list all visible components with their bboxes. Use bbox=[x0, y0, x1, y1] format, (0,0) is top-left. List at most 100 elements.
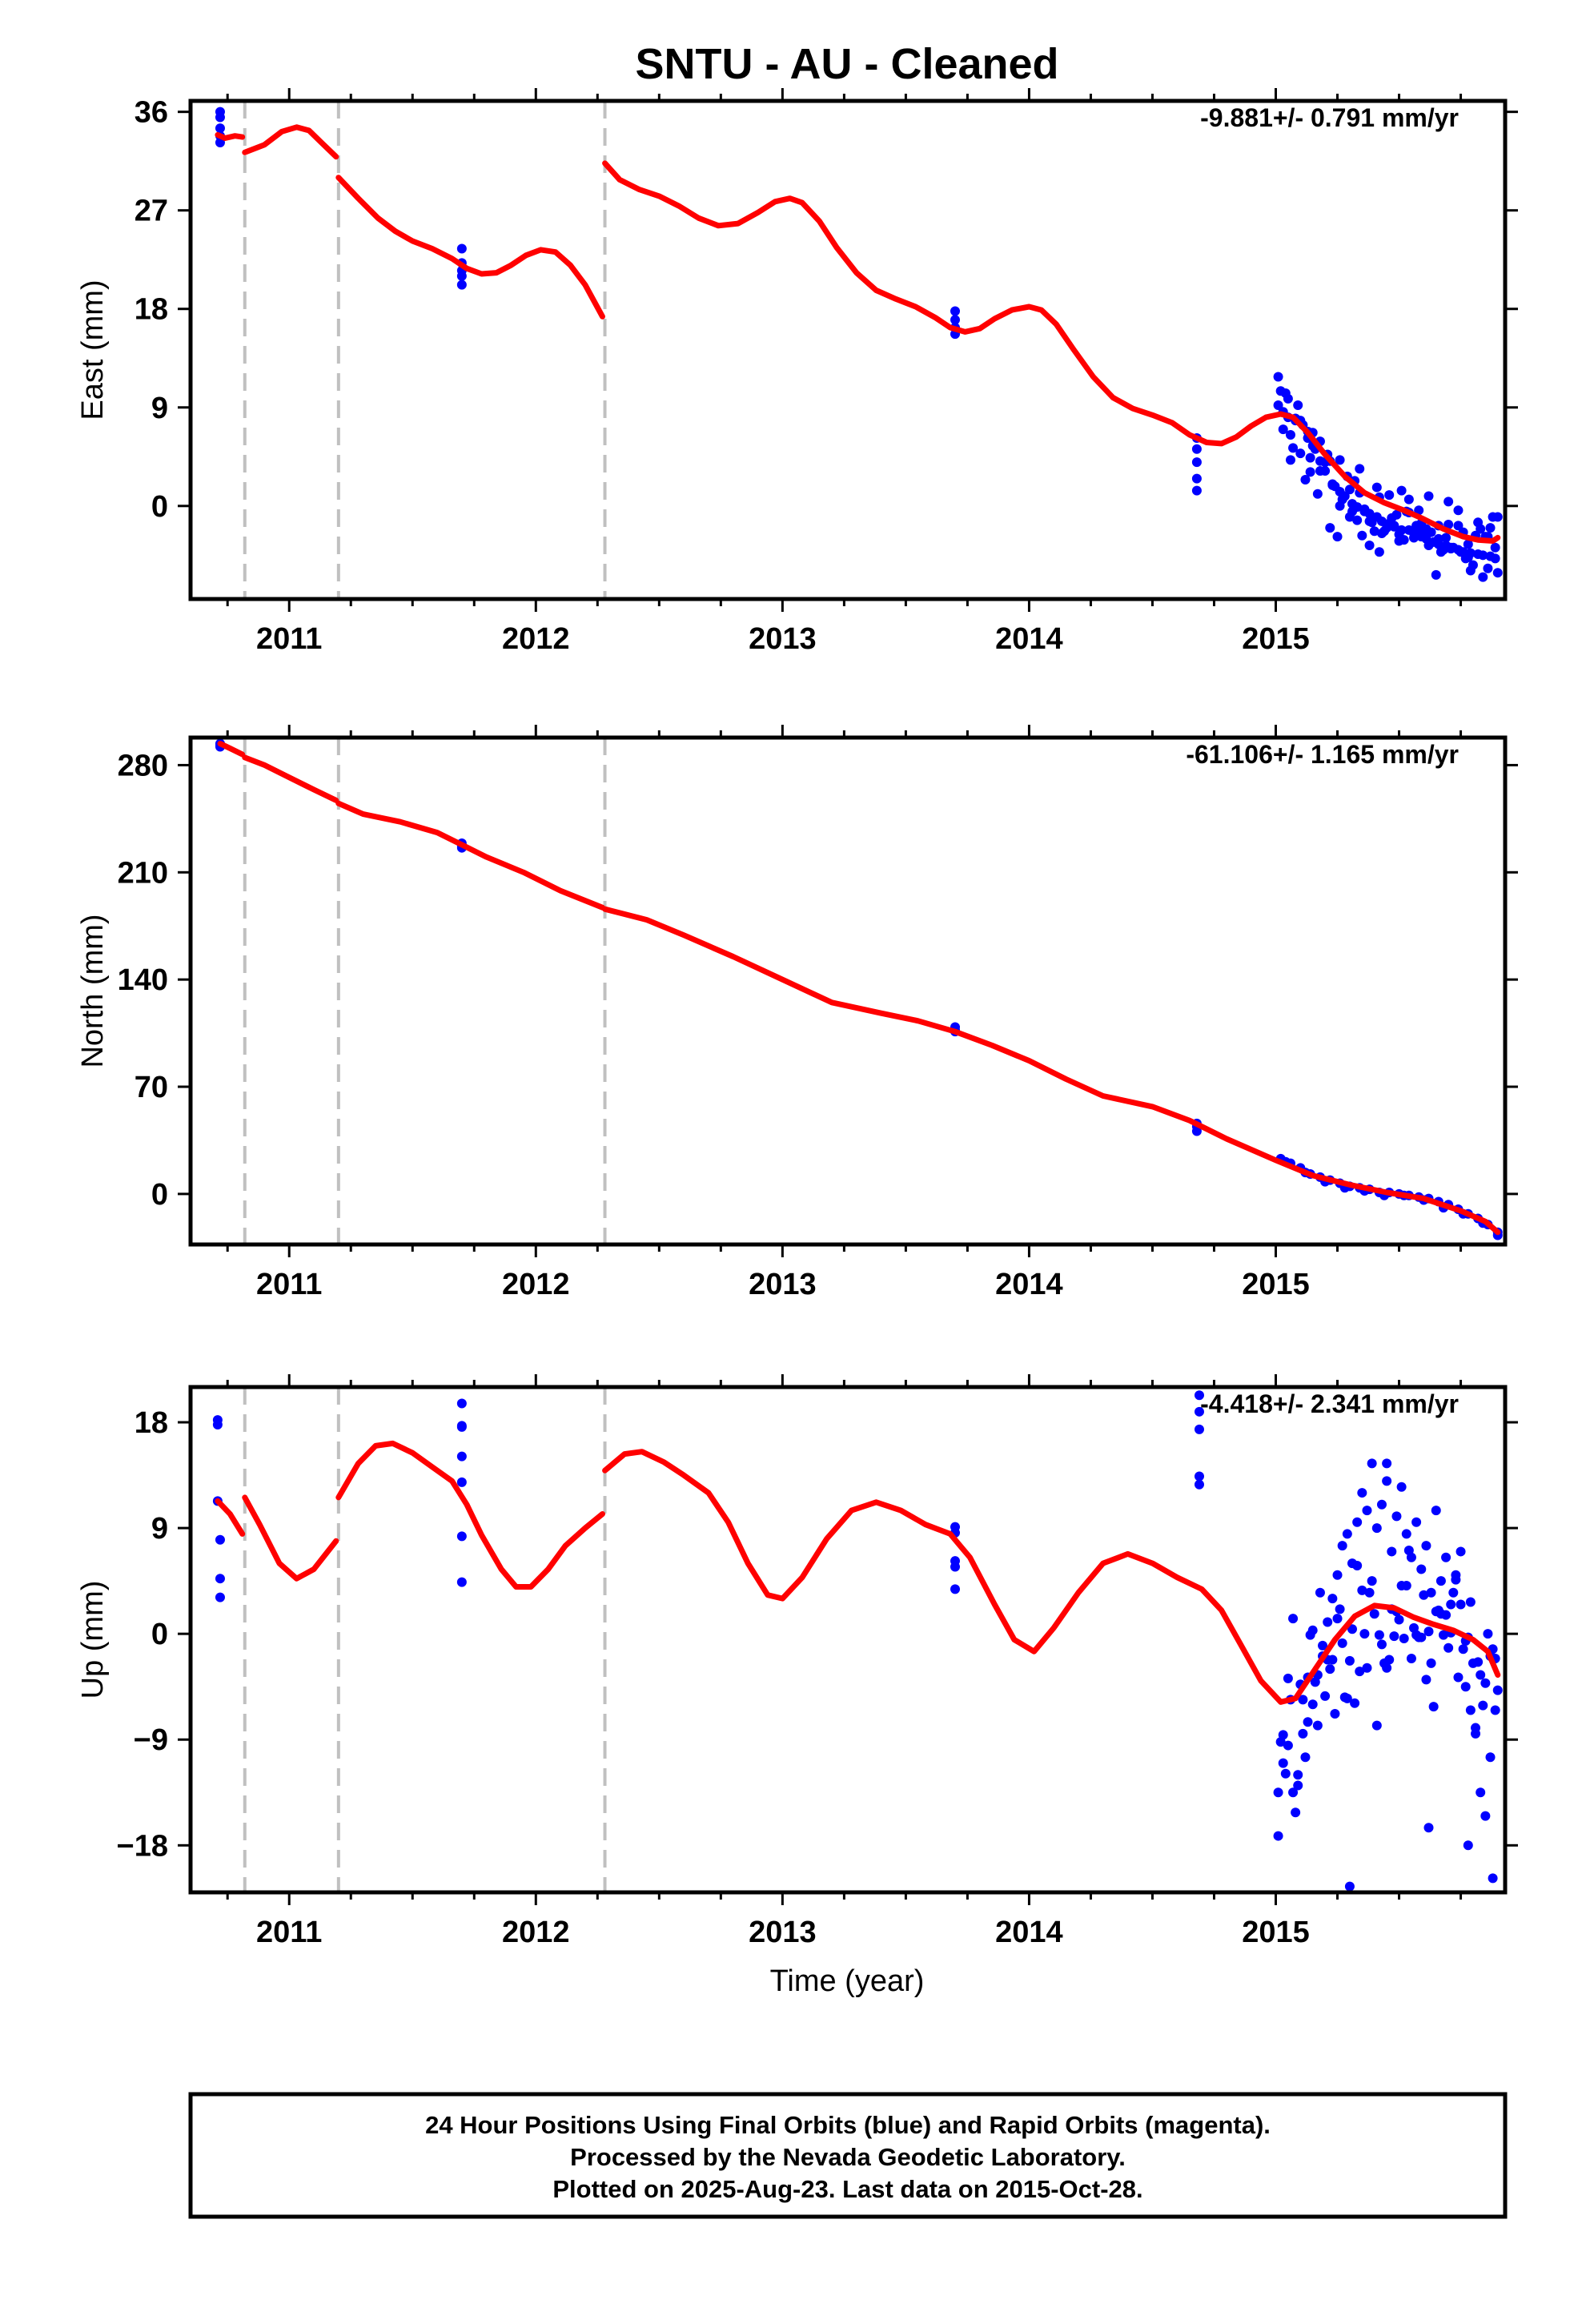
up-data-point bbox=[950, 1562, 961, 1572]
east-data-point bbox=[1394, 529, 1404, 540]
east-data-point bbox=[1332, 532, 1343, 542]
east-data-point bbox=[1478, 550, 1488, 561]
east-data-point bbox=[950, 315, 961, 325]
east-data-point bbox=[1414, 505, 1424, 516]
up-data-point bbox=[456, 1577, 467, 1587]
east-data-point bbox=[1315, 456, 1325, 466]
up-model-line bbox=[602, 1449, 1501, 1705]
up-data-point bbox=[1401, 1580, 1411, 1590]
up-data-point bbox=[456, 1451, 467, 1462]
up-data-point bbox=[1406, 1552, 1416, 1562]
up-data-point bbox=[1416, 1564, 1427, 1574]
up-data-point bbox=[1478, 1700, 1488, 1711]
east-data-point bbox=[1369, 526, 1379, 537]
east-data-point bbox=[1285, 455, 1295, 465]
north-x-tick-label: 2015 bbox=[1242, 1268, 1310, 1301]
east-data-point bbox=[1355, 464, 1365, 474]
up-data-point bbox=[1278, 1730, 1288, 1740]
north-x-tick-label: 2013 bbox=[749, 1268, 817, 1301]
footer-line-1: 24 Hour Positions Using Final Orbits (bl… bbox=[425, 2111, 1271, 2139]
east-y-axis-label: East (mm) bbox=[76, 279, 110, 420]
east-data-point bbox=[1490, 553, 1500, 564]
north-y-tick-label: 280 bbox=[118, 749, 168, 782]
up-data-point bbox=[950, 1584, 961, 1594]
up-data-point bbox=[1300, 1752, 1311, 1763]
up-data-point bbox=[1490, 1705, 1500, 1715]
east-data-point bbox=[1344, 512, 1355, 522]
up-data-point bbox=[1411, 1517, 1422, 1527]
east-panel: 2011 2012 2013 2014 2015 36 27 18 9 0 East (mm) -9.… bbox=[76, 88, 1518, 656]
up-data-point bbox=[1357, 1488, 1367, 1498]
north-y-tick-label: 140 bbox=[118, 963, 168, 997]
east-y-tick-label: 36 bbox=[135, 96, 168, 130]
up-data-point bbox=[1330, 1708, 1340, 1719]
up-data-point bbox=[1364, 1587, 1375, 1598]
east-y-tick-label: 9 bbox=[151, 392, 168, 425]
up-data-point bbox=[1332, 1570, 1343, 1580]
up-data-point bbox=[1374, 1630, 1384, 1640]
east-data-point bbox=[1293, 400, 1303, 411]
up-data-point bbox=[1359, 1629, 1370, 1639]
up-data-point bbox=[1382, 1663, 1392, 1673]
up-x-tick-label: 2013 bbox=[749, 1916, 817, 1949]
up-y-tick-label: 18 bbox=[135, 1406, 168, 1440]
east-data-point bbox=[1403, 494, 1414, 505]
x-axis-label: Time (year) bbox=[770, 1964, 925, 1998]
east-data-point bbox=[215, 123, 225, 134]
east-data-point bbox=[950, 306, 961, 316]
north-x-tick-label: 2012 bbox=[502, 1268, 570, 1301]
up-data-point bbox=[1342, 1529, 1352, 1539]
east-model-line bbox=[335, 175, 605, 320]
up-data-point bbox=[1194, 1390, 1204, 1401]
up-data-point bbox=[1307, 1625, 1318, 1635]
up-data-point bbox=[1280, 1768, 1291, 1779]
up-data-point bbox=[1463, 1840, 1473, 1851]
up-data-point bbox=[1443, 1642, 1454, 1653]
east-model-line bbox=[602, 160, 1501, 544]
north-x-tick-label: 2014 bbox=[995, 1268, 1063, 1301]
up-data-point bbox=[1488, 1873, 1498, 1884]
east-data-point bbox=[1335, 455, 1345, 465]
north-model-line bbox=[335, 800, 605, 911]
east-data-point bbox=[1364, 509, 1375, 519]
north-model-line bbox=[602, 906, 1501, 1236]
up-data-point bbox=[1451, 1570, 1461, 1580]
east-data-point bbox=[1384, 490, 1395, 501]
up-data-point bbox=[1344, 1881, 1355, 1892]
up-data-point bbox=[1325, 1664, 1335, 1675]
east-data-point bbox=[1396, 485, 1407, 496]
up-data-point bbox=[1318, 1640, 1328, 1651]
up-data-point bbox=[1476, 1787, 1486, 1798]
up-data-point bbox=[1307, 1699, 1318, 1710]
up-data-point bbox=[1352, 1517, 1363, 1527]
up-model-line bbox=[335, 1440, 605, 1590]
up-data-point bbox=[1485, 1752, 1496, 1763]
up-data-point bbox=[1438, 1630, 1448, 1640]
up-data-point bbox=[1369, 1609, 1379, 1619]
east-data-point bbox=[1433, 533, 1443, 544]
up-data-point bbox=[1362, 1663, 1372, 1673]
up-data-point bbox=[1473, 1657, 1484, 1667]
up-data-point bbox=[1387, 1546, 1397, 1557]
north-rate-label: -61.106+/- 1.165 mm/yr bbox=[1186, 740, 1459, 769]
footer-line-2: Processed by the Nevada Geodetic Laborat… bbox=[570, 2143, 1126, 2171]
up-data-point bbox=[215, 1534, 225, 1545]
east-x-tick-label: 2011 bbox=[256, 622, 322, 656]
east-data-point bbox=[1492, 568, 1503, 578]
east-data-point bbox=[1364, 541, 1375, 551]
east-data-point bbox=[1458, 547, 1468, 557]
up-data-point bbox=[1384, 1655, 1395, 1665]
up-data-point bbox=[1347, 1558, 1357, 1569]
east-data-point bbox=[1453, 521, 1464, 531]
up-y-tick-label: 9 bbox=[151, 1512, 168, 1546]
up-data-point bbox=[1298, 1728, 1308, 1739]
east-data-point bbox=[215, 107, 225, 117]
east-data-point bbox=[1300, 474, 1311, 485]
east-data-point bbox=[1325, 523, 1335, 533]
east-rate-label: -9.881+/- 0.791 mm/yr bbox=[1200, 103, 1459, 132]
east-data-point bbox=[215, 137, 225, 147]
up-y-tick-label: −9 bbox=[134, 1723, 168, 1757]
up-data-point bbox=[215, 1574, 225, 1584]
up-data-point bbox=[1288, 1614, 1299, 1624]
up-data-point bbox=[1332, 1614, 1343, 1624]
